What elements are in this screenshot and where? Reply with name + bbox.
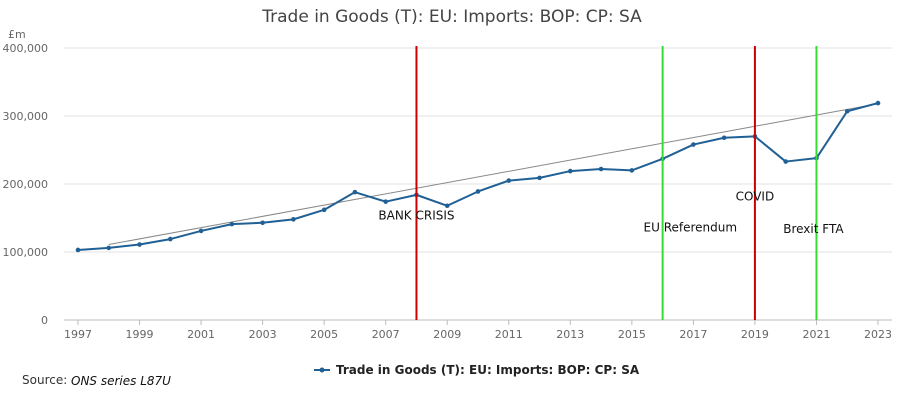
y-tick-label: 0 (41, 314, 48, 327)
x-tick-label: 1997 (64, 328, 92, 341)
data-point (198, 228, 204, 234)
x-tick-label: 2015 (618, 328, 646, 341)
data-point (383, 199, 388, 204)
event-marker-label: BANK CRISIS (378, 208, 454, 222)
data-point (875, 100, 881, 106)
y-tick-label: 200,000 (3, 178, 49, 191)
y-tick-label: 100,000 (3, 246, 49, 259)
legend-marker-swatch (319, 367, 325, 373)
data-point (537, 175, 542, 181)
gridlines (64, 47, 892, 321)
data-point (598, 166, 604, 172)
chart-title: Trade in Goods (T): EU: Imports: BOP: CP… (261, 7, 642, 27)
data-point (568, 168, 573, 174)
x-tick-label: 2005 (310, 328, 338, 341)
legend: Trade in Goods (T): EU: Imports: BOP: CP… (314, 363, 640, 377)
data-point (506, 178, 512, 183)
x-tick-label: 2017 (679, 328, 707, 341)
y-tick-label: 300,000 (3, 110, 49, 123)
x-tick-label: 2003 (249, 328, 277, 341)
event-marker-label: Brexit FTA (783, 222, 844, 236)
x-tick-label: 2011 (495, 328, 523, 341)
data-point (629, 168, 635, 173)
x-tick-label: 2021 (802, 328, 830, 341)
data-point (783, 159, 788, 164)
source-value: ONS series L87U (71, 374, 171, 388)
trendline-layer (108, 103, 879, 246)
event-marker-label: COVID (736, 189, 775, 203)
data-point (321, 207, 327, 213)
trendline (108, 103, 879, 246)
x-tick-label: 2013 (556, 328, 584, 341)
data-point (168, 236, 173, 242)
source-label: Source: (22, 373, 67, 387)
x-tick-label: 2007 (372, 328, 400, 341)
data-point (352, 189, 358, 195)
data-point (106, 245, 112, 251)
data-point (691, 142, 696, 147)
x-tick-label: 2001 (187, 328, 215, 341)
x-tick-label: 2019 (741, 328, 769, 341)
data-point (229, 221, 235, 227)
data-point (137, 242, 142, 247)
data-point (260, 220, 265, 226)
x-tick-label: 2023 (864, 328, 892, 341)
legend-label: Trade in Goods (T): EU: Imports: BOP: CP… (336, 363, 640, 377)
data-point (721, 135, 727, 141)
y-tick-label: 400,000 (3, 42, 49, 55)
data-point (291, 217, 296, 222)
y-axis-ticks: 0 100,000 200,000 300,000 400,000 (3, 42, 49, 327)
data-point (844, 108, 850, 114)
y-axis-unit-label: £m (8, 28, 26, 41)
event-marker-label: EU Referendum (644, 221, 738, 235)
annotation-layer: BANK CRISIS EU Referendum COVID Brexit FTA (378, 46, 844, 320)
x-axis-ticks: 1997 1999 2001 2003 2005 2007 2009 2011 2013 2015… (64, 320, 892, 341)
data-point (75, 247, 81, 253)
x-tick-label: 2009 (433, 328, 461, 341)
x-tick-label: 1999 (126, 328, 154, 341)
data-point (475, 189, 481, 194)
data-point (444, 203, 450, 209)
